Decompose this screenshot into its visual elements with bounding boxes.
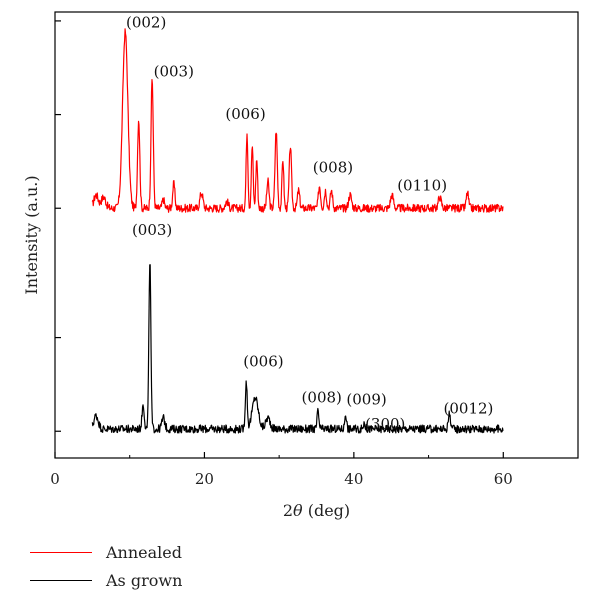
peak-label: (002) (126, 14, 166, 32)
peak-label: (006) (225, 105, 265, 123)
peak-annotations: (002) (003) (006) (008) (0110) (003) (006) (008… (126, 14, 493, 433)
peak-label: (0012) (444, 399, 494, 417)
y-axis-title: Intensity (a.u.) (22, 175, 41, 294)
series-layer (91, 28, 504, 434)
legend: Annealed As grown (30, 538, 182, 594)
legend-item-as-grown: As grown (30, 566, 182, 594)
peak-label: (300) (365, 415, 405, 433)
peak-label: (006) (243, 353, 283, 371)
x-tick-label: 0 (50, 470, 60, 488)
series-line-as-grown (91, 264, 504, 434)
legend-label-annealed: Annealed (106, 542, 182, 562)
x-tick-label: 40 (344, 470, 363, 488)
peak-label: (003) (132, 221, 172, 239)
peak-label: (008) (313, 159, 353, 177)
series-line-annealed (91, 28, 504, 213)
peak-label: (0110) (397, 176, 447, 194)
x-axis-title: 2θ (deg) (283, 501, 350, 520)
legend-swatch-as-grown (30, 579, 92, 581)
x-tick-label: 60 (494, 470, 513, 488)
peak-label: (009) (346, 390, 386, 408)
peak-label: (003) (154, 63, 194, 81)
peak-label: (008) (302, 388, 342, 406)
legend-item-annealed: Annealed (30, 538, 182, 566)
x-tick-label: 20 (195, 470, 214, 488)
plot-border (54, 11, 579, 459)
plot-frame (54, 11, 579, 459)
legend-swatch-annealed (30, 551, 92, 553)
axes: 0 20 40 60 2θ (deg) Intensity (a.u.) (22, 20, 513, 520)
legend-label-as-grown: As grown (106, 570, 183, 590)
